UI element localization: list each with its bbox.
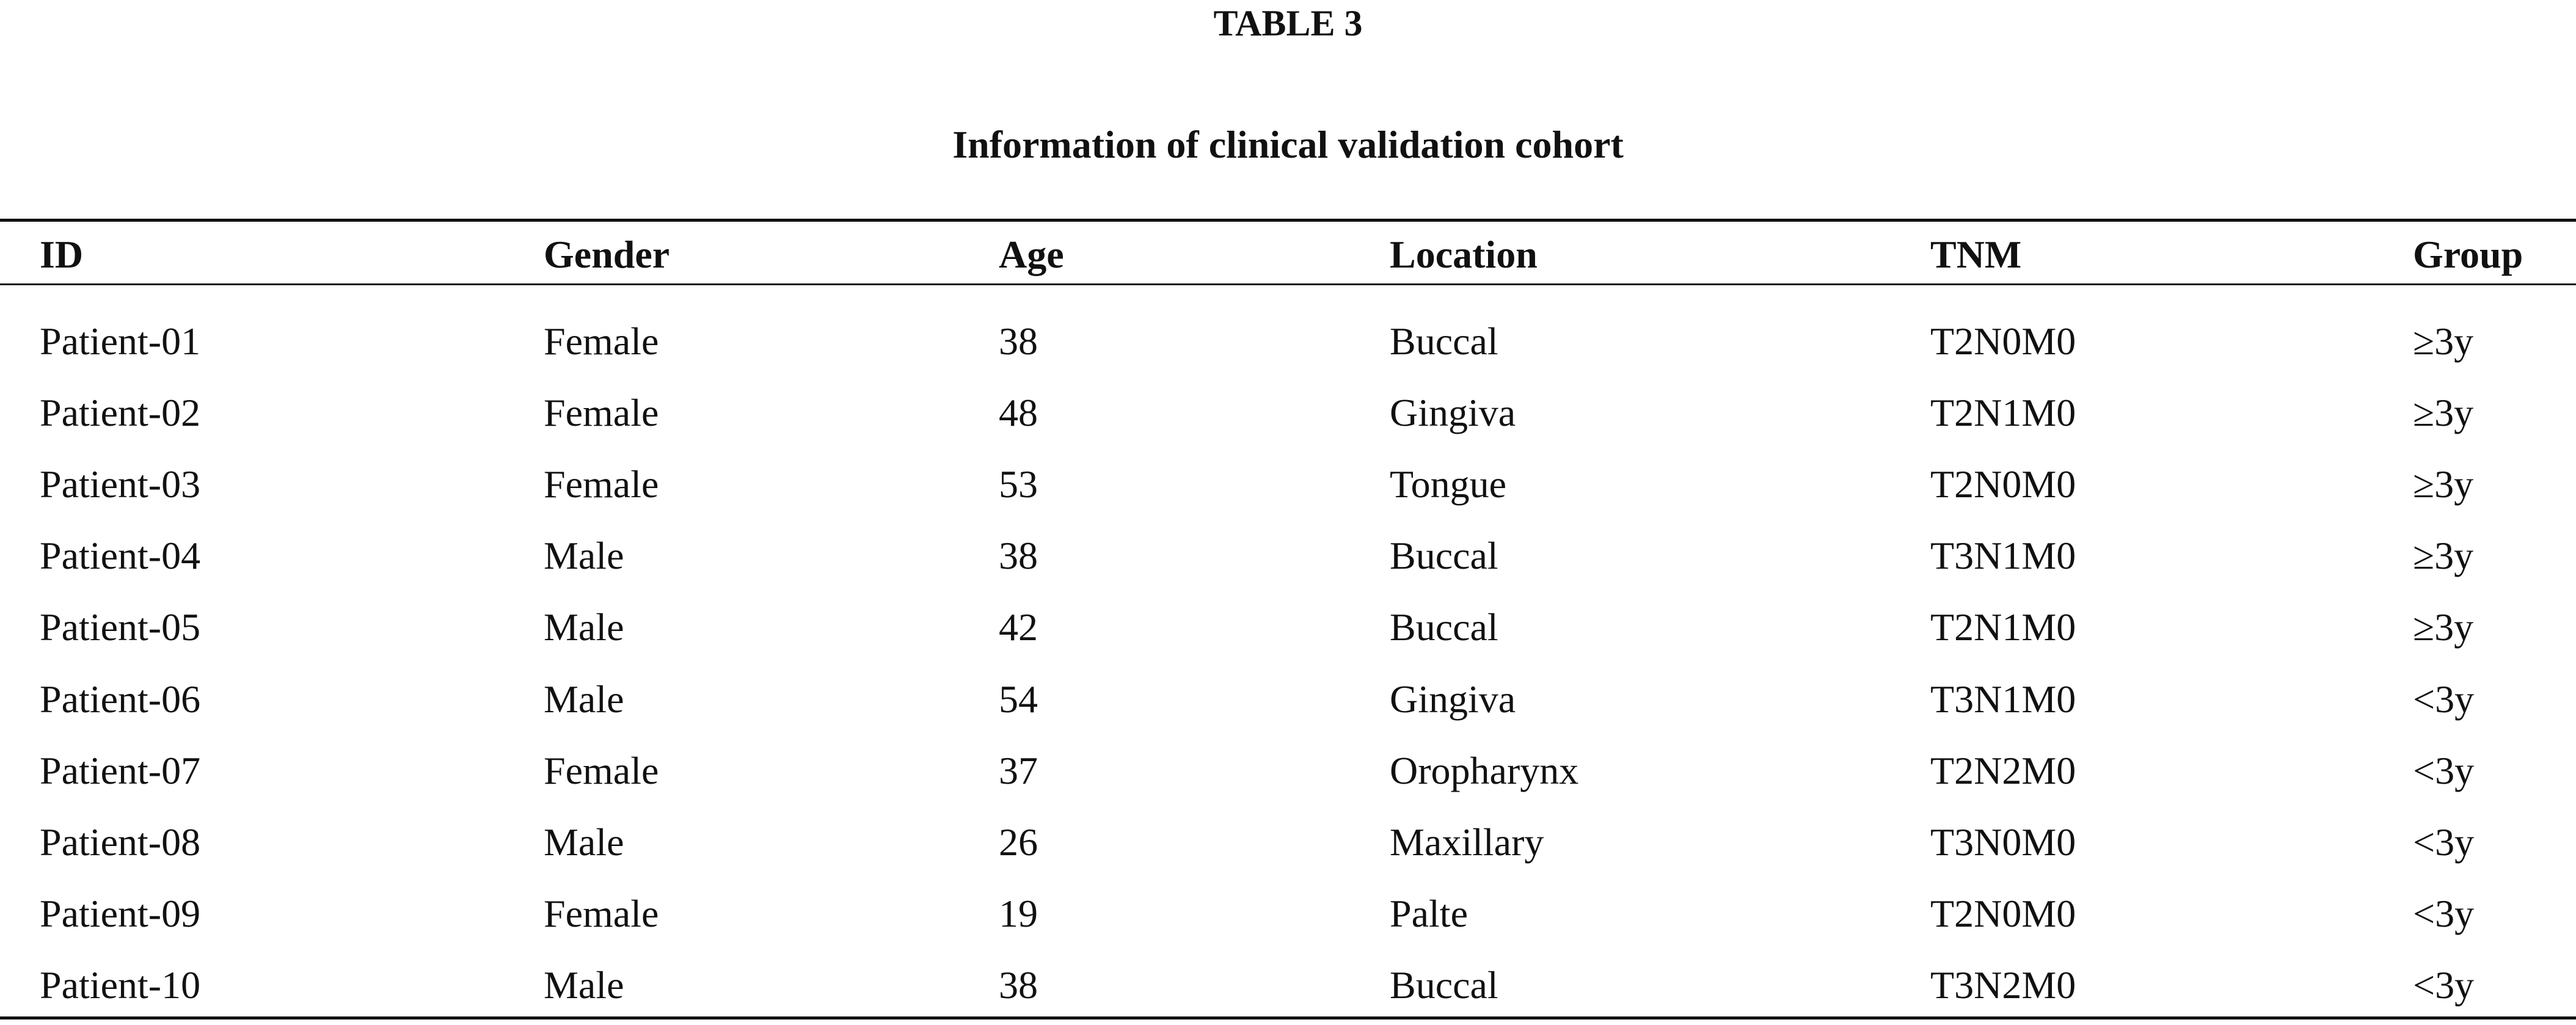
table-cell: 19 bbox=[999, 891, 1038, 935]
table-cell: Gingiva bbox=[1390, 391, 1516, 435]
table-cell: T2N0M0 bbox=[1930, 319, 2076, 363]
table-cell: Patient-08 bbox=[40, 820, 201, 864]
table-cell: Oropharynx bbox=[1390, 748, 1579, 792]
table-cell: Tongue bbox=[1390, 462, 1507, 506]
column-header: Age bbox=[999, 233, 1064, 276]
table-cell: Male bbox=[544, 605, 624, 649]
table-cell: 53 bbox=[999, 462, 1038, 506]
column-header: Gender bbox=[544, 233, 670, 276]
table-cell: Patient-01 bbox=[40, 319, 201, 363]
table-cell: ≥3y bbox=[2413, 319, 2474, 363]
header-rule bbox=[0, 283, 2576, 285]
table-cell: Male bbox=[544, 820, 624, 864]
column-header: Group bbox=[2413, 233, 2523, 276]
bottom-rule bbox=[0, 1016, 2576, 1020]
table-cell: 37 bbox=[999, 748, 1038, 792]
table-cell: Patient-10 bbox=[40, 963, 201, 1007]
table-cell: 38 bbox=[999, 963, 1038, 1007]
table-cell: <3y bbox=[2413, 891, 2475, 935]
table-cell: 38 bbox=[999, 319, 1038, 363]
table-cell: Female bbox=[544, 462, 659, 506]
table-cell: 48 bbox=[999, 391, 1038, 435]
table-cell: T2N0M0 bbox=[1930, 462, 2076, 506]
table-cell: Female bbox=[544, 391, 659, 435]
column-header: ID bbox=[40, 233, 84, 276]
table-cell: <3y bbox=[2413, 963, 2475, 1007]
column-header: Location bbox=[1390, 233, 1538, 276]
table-cell: <3y bbox=[2413, 820, 2475, 864]
table-cell: Patient-02 bbox=[40, 391, 201, 435]
column-header: TNM bbox=[1930, 233, 2022, 276]
table-cell: 42 bbox=[999, 605, 1038, 649]
table-cell: Gingiva bbox=[1390, 677, 1516, 721]
table-cell: ≥3y bbox=[2413, 534, 2474, 578]
table-cell: Male bbox=[544, 534, 624, 578]
table-cell: <3y bbox=[2413, 677, 2475, 721]
table-cell: 26 bbox=[999, 820, 1038, 864]
table-cell: Patient-09 bbox=[40, 891, 201, 935]
table-cell: T2N0M0 bbox=[1930, 891, 2076, 935]
table-cell: T3N2M0 bbox=[1930, 963, 2076, 1007]
table-cell: Patient-07 bbox=[40, 748, 201, 792]
table-cell: Female bbox=[544, 891, 659, 935]
table-cell: Female bbox=[544, 748, 659, 792]
table-cell: Patient-06 bbox=[40, 677, 201, 721]
table-cell: Patient-03 bbox=[40, 462, 201, 506]
table-cell: T2N1M0 bbox=[1930, 391, 2076, 435]
table-cell: 38 bbox=[999, 534, 1038, 578]
table-label: TABLE 3 bbox=[1213, 3, 1363, 43]
table-cell: T2N2M0 bbox=[1930, 748, 2076, 792]
table-cell: Male bbox=[544, 677, 624, 721]
table-cell: Patient-05 bbox=[40, 605, 201, 649]
table-cell: Female bbox=[544, 319, 659, 363]
table-cell: Patient-04 bbox=[40, 534, 201, 578]
table-cell: T3N0M0 bbox=[1930, 820, 2076, 864]
table-cell: ≥3y bbox=[2413, 391, 2474, 435]
table-cell: ≥3y bbox=[2413, 605, 2474, 649]
table-cell: T2N1M0 bbox=[1930, 605, 2076, 649]
table-cell: ≥3y bbox=[2413, 462, 2474, 506]
table-cell: <3y bbox=[2413, 748, 2475, 792]
table-cell: Buccal bbox=[1390, 319, 1498, 363]
table-cell: Buccal bbox=[1390, 534, 1498, 578]
table-cell: Maxillary bbox=[1390, 820, 1544, 864]
table-cell: T3N1M0 bbox=[1930, 534, 2076, 578]
table-cell: Buccal bbox=[1390, 605, 1498, 649]
table-title: Information of clinical validation cohor… bbox=[952, 123, 1624, 166]
table-cell: Palte bbox=[1390, 891, 1468, 935]
table-cell: 54 bbox=[999, 677, 1038, 721]
top-rule bbox=[0, 219, 2576, 222]
table-cell: Male bbox=[544, 963, 624, 1007]
table-cell: Buccal bbox=[1390, 963, 1498, 1007]
table-cell: T3N1M0 bbox=[1930, 677, 2076, 721]
